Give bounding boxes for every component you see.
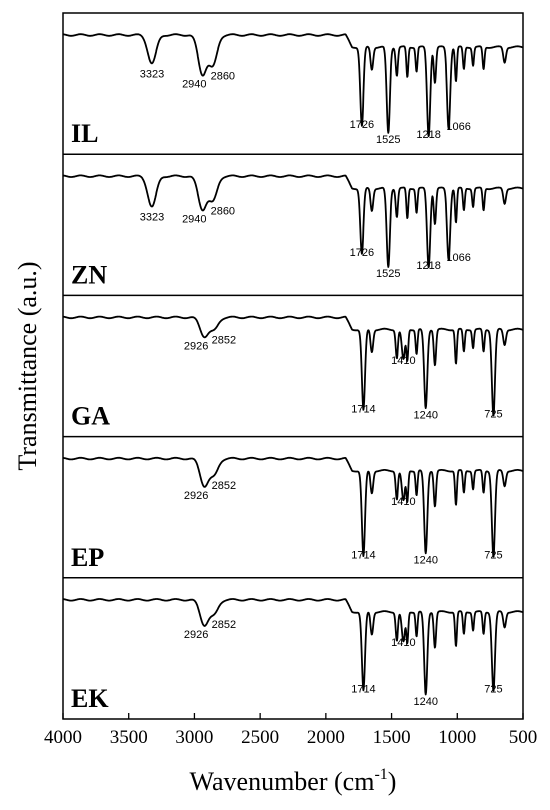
peak-label: 1714	[351, 403, 375, 415]
peak-label: 1726	[350, 119, 374, 131]
peak-label: 2926	[184, 341, 208, 353]
panel-label: GA	[71, 402, 110, 431]
peak-label: 2860	[211, 205, 235, 217]
peak-label: 2860	[211, 70, 235, 82]
panel-ep: EP 2926 2852 1714 1410 1240 725	[63, 437, 523, 572]
x-tick-label: 4000	[44, 727, 82, 748]
peak-label: 2852	[212, 480, 236, 492]
peak-label: 1240	[414, 409, 438, 421]
peak-label: 1066	[446, 121, 470, 133]
peak-label: 2926	[184, 490, 208, 502]
panel-ga: GA 2926 2852 1714 1410 1240 725	[63, 295, 523, 430]
peak-label: 1726	[350, 247, 374, 259]
panel-label: ZN	[71, 260, 107, 289]
peak-label: 1525	[376, 134, 400, 146]
spectrum-line-ek	[63, 599, 523, 695]
panel-label: IL	[71, 119, 98, 148]
x-tick-label: 3000	[175, 727, 213, 748]
panel-ek: EK 2926 2852 1714 1410 1240 725	[63, 578, 523, 713]
peak-label: 1240	[414, 696, 438, 708]
peak-label: 3323	[140, 212, 164, 224]
x-axis-title-close: )	[388, 767, 397, 796]
spectrum-line-ga	[63, 317, 523, 416]
peak-label: 1410	[391, 496, 415, 508]
x-tick-label: 500	[509, 727, 538, 748]
peak-label: 725	[484, 408, 502, 420]
peak-label: 1240	[414, 555, 438, 567]
peak-label: 2852	[212, 619, 236, 631]
peak-label: 2926	[184, 629, 208, 641]
peak-label: 1714	[351, 550, 375, 562]
peak-label: 1714	[351, 684, 375, 696]
x-axis-title-superscript: -1	[374, 766, 387, 783]
x-axis-title-main: Wavenumber (cm	[190, 767, 375, 796]
peak-label: 1410	[391, 355, 415, 367]
spectrum-line-ep	[63, 458, 523, 557]
x-tick-label: 2000	[307, 727, 345, 748]
panel-label: EK	[71, 684, 109, 713]
panel-label: EP	[71, 543, 104, 572]
x-tick-label: 1000	[438, 727, 476, 748]
peak-label: 1218	[416, 260, 440, 272]
peak-label: 1218	[416, 129, 440, 141]
y-axis-title: Transmittance (a.u.)	[13, 261, 42, 470]
peak-label: 1525	[376, 268, 400, 280]
peak-label: 2940	[182, 214, 206, 226]
x-tick-label: 2500	[241, 727, 279, 748]
x-tick-label: 1500	[373, 727, 411, 748]
peak-label: 2940	[182, 78, 206, 90]
peak-label: 725	[484, 550, 502, 562]
peak-label: 1410	[391, 637, 415, 649]
peak-label: 725	[484, 684, 502, 696]
peak-label: 3323	[140, 68, 164, 80]
peak-label: 1066	[446, 252, 470, 264]
x-axis-title: Wavenumber (cm-1)	[190, 766, 397, 796]
x-tick-label: 3500	[110, 727, 148, 748]
peak-label: 2852	[212, 335, 236, 347]
